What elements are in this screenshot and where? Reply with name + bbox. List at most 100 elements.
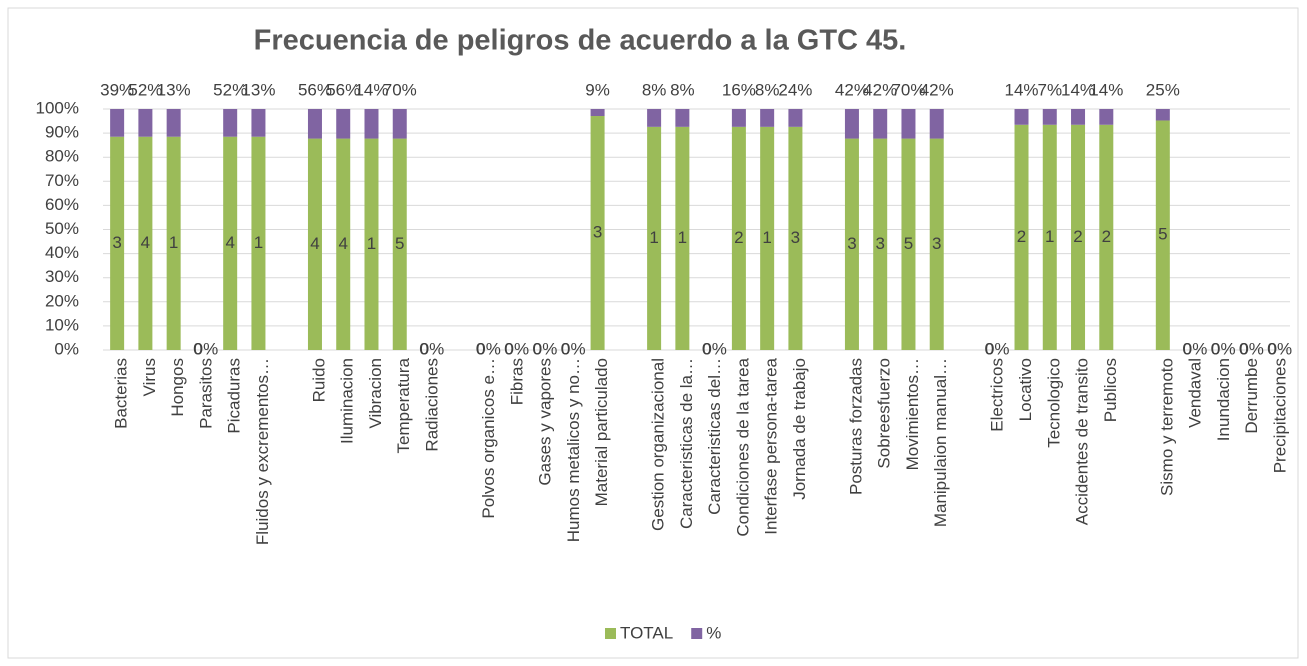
- data-label: 42%: [863, 80, 897, 99]
- data-label: 1: [254, 233, 263, 252]
- bar-segment: [788, 109, 803, 127]
- data-label: 1: [762, 228, 771, 247]
- data-label: 3: [932, 234, 941, 253]
- data-label: 25%: [1146, 80, 1180, 99]
- bar-segment: [844, 138, 859, 350]
- bar-segment: [844, 109, 859, 139]
- x-tick-label: Manipulaion manual…: [931, 358, 950, 527]
- data-label: 13%: [157, 80, 191, 99]
- x-tick-label: Condiciones de la tarea: [733, 357, 752, 536]
- data-label: 16%: [722, 80, 756, 99]
- bar-segment: [675, 126, 690, 350]
- data-label: 8%: [755, 80, 780, 99]
- x-tick-label: Publicos: [1101, 358, 1120, 422]
- bar-segment: [1155, 109, 1170, 121]
- x-tick-label: Precipitaciones: [1270, 358, 1289, 473]
- data-label: 0: [702, 339, 711, 358]
- data-label: 1: [649, 228, 658, 247]
- x-tick-label: Fibras: [507, 358, 526, 405]
- data-label: 0%: [533, 339, 558, 358]
- y-tick-label: 90%: [45, 123, 79, 142]
- x-tick-label: Vibracion: [366, 358, 385, 429]
- bar-segment: [223, 109, 238, 137]
- data-label: 52%: [213, 80, 247, 99]
- y-tick-label: 80%: [45, 147, 79, 166]
- data-label: 24%: [778, 80, 812, 99]
- x-tick-label: Sobreesfuerzo: [875, 358, 894, 469]
- data-label: 1: [678, 228, 687, 247]
- x-tick-label: Tecnologico: [1044, 358, 1063, 448]
- bar-segment: [901, 138, 916, 350]
- data-label: 0: [1239, 339, 1248, 358]
- bar-segment: [336, 109, 351, 139]
- bar-segment: [1042, 109, 1057, 125]
- bar-segment: [166, 109, 181, 137]
- data-label: 39%: [100, 80, 134, 99]
- y-tick-label: 60%: [45, 195, 79, 214]
- legend-swatch: [691, 628, 703, 639]
- bar-segment: [1071, 124, 1086, 350]
- data-label: 42%: [920, 80, 954, 99]
- data-label: 70%: [383, 80, 417, 99]
- bar-segment: [1099, 124, 1114, 350]
- x-tick-label: Radiaciones: [422, 358, 441, 452]
- bar-segment: [731, 109, 746, 127]
- data-label: 0%: [505, 339, 530, 358]
- bar-segment: [166, 136, 181, 350]
- bar-segment: [364, 109, 379, 139]
- y-tick-label: 10%: [45, 315, 79, 334]
- bar-segment: [1042, 124, 1057, 350]
- data-label: 0%: [1211, 339, 1236, 358]
- x-tick-label: Inundacion: [1214, 358, 1233, 441]
- chart-title: Frecuencia de peligros de acuerdo a la G…: [254, 25, 907, 57]
- x-tick-label: Accidentes de transito: [1073, 358, 1092, 525]
- x-tick-label: Hongos: [168, 358, 187, 417]
- data-label: 8%: [670, 80, 695, 99]
- x-tick-label: Polvos organicos e…: [479, 358, 498, 519]
- data-label: 1: [367, 234, 376, 253]
- bar-segment: [1014, 124, 1029, 350]
- data-label: 0: [1211, 339, 1220, 358]
- bar-segment: [731, 126, 746, 350]
- data-label: 0: [561, 339, 570, 358]
- data-label: 4: [310, 234, 319, 253]
- bar-segment: [760, 109, 775, 127]
- data-label: 3: [593, 222, 602, 241]
- data-label: 0%: [1239, 339, 1264, 358]
- bar-segment: [251, 109, 266, 137]
- bar-segment: [223, 136, 238, 350]
- y-tick-label: 100%: [36, 98, 79, 117]
- y-tick-label: 30%: [45, 267, 79, 286]
- x-tick-label: Ruido: [309, 358, 328, 402]
- data-label: 5: [395, 234, 404, 253]
- bar-segment: [788, 126, 803, 350]
- data-label: 14%: [1089, 80, 1123, 99]
- bar-segment: [590, 116, 605, 351]
- bar-segment: [929, 138, 944, 350]
- bar-segment: [307, 138, 322, 350]
- x-tick-label: Vendaval: [1186, 358, 1205, 428]
- data-label: 3: [112, 233, 121, 252]
- x-tick-label: Caracteristicas del…: [705, 358, 724, 515]
- bar-segment: [392, 109, 407, 139]
- data-label: 5: [904, 234, 913, 253]
- x-tick-label: Fluidos y excrementos…: [253, 358, 272, 545]
- bar-segment: [138, 136, 153, 350]
- data-label: 4: [225, 233, 234, 252]
- x-tick-label: Gestion organizacional: [649, 358, 668, 531]
- data-label: 4: [338, 234, 347, 253]
- y-tick-label: 20%: [45, 291, 79, 310]
- data-label: 14%: [1004, 80, 1038, 99]
- data-label: 0: [1267, 339, 1276, 358]
- x-tick-label: Iluminacion: [338, 358, 357, 444]
- data-label: 3: [847, 234, 856, 253]
- bar-segment: [1014, 109, 1029, 125]
- x-tick-label: Material particulado: [592, 358, 611, 506]
- data-label: 0%: [420, 339, 445, 358]
- data-label: 0: [985, 339, 994, 358]
- bar-segment: [110, 136, 125, 350]
- legend-label: %: [706, 623, 721, 642]
- data-label: 2: [734, 228, 743, 247]
- bar-segment: [1155, 120, 1170, 350]
- x-tick-label: Sismo y terremoto: [1157, 358, 1176, 496]
